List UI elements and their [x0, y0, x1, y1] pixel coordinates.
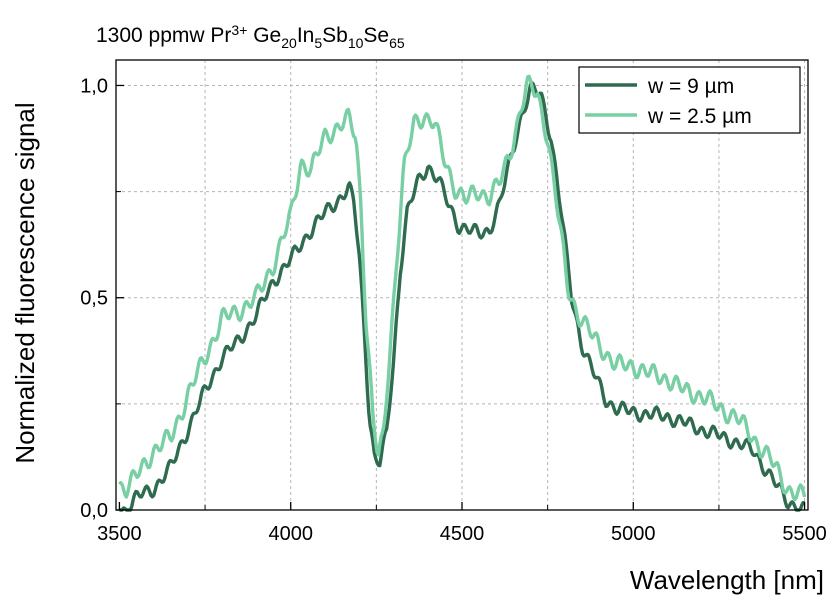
- x-tick-label: 4500: [440, 523, 485, 545]
- x-tick-label: 5000: [611, 523, 656, 545]
- title-part: Ge: [247, 24, 281, 47]
- series-line: [118, 74, 807, 502]
- title-part: 1300 ppmw Pr: [96, 24, 231, 47]
- legend-box: [578, 66, 801, 134]
- y-tick-label: 1,0: [80, 75, 108, 97]
- legend-entry: w = 9 µm: [647, 75, 734, 98]
- y-tick-label: 0,0: [80, 500, 108, 522]
- legend-entry: w = 2.5 µm: [647, 105, 752, 128]
- x-axis-label: Wavelength [nm]: [630, 565, 824, 595]
- series-layer: [118, 74, 807, 512]
- title-part: 20: [281, 35, 297, 51]
- title-part: Sb: [322, 24, 348, 47]
- title-part: 5: [314, 35, 322, 51]
- title-part: 65: [389, 35, 405, 51]
- title-part: 10: [348, 35, 364, 51]
- series-line: [119, 81, 805, 512]
- legend: w = 9 µm w = 2.5 µm: [578, 66, 801, 134]
- x-tick-label: 3500: [97, 523, 142, 545]
- x-tick-label: 4000: [268, 523, 313, 545]
- y-tick-label: 0,5: [80, 288, 108, 310]
- chart-title: 1300 ppmw Pr3+ Ge20In5Sb10Se65: [96, 22, 405, 51]
- axis-ticks: 3500 4000 4500 5000 5500 0,0 0,5 1,0: [80, 75, 827, 545]
- title-part: 3+: [231, 22, 247, 38]
- title-part: In: [297, 24, 315, 47]
- y-axis-label: Normalized fluorescence signal: [10, 102, 40, 463]
- x-tick-label: 5500: [782, 523, 827, 545]
- title-part: Se: [363, 24, 389, 47]
